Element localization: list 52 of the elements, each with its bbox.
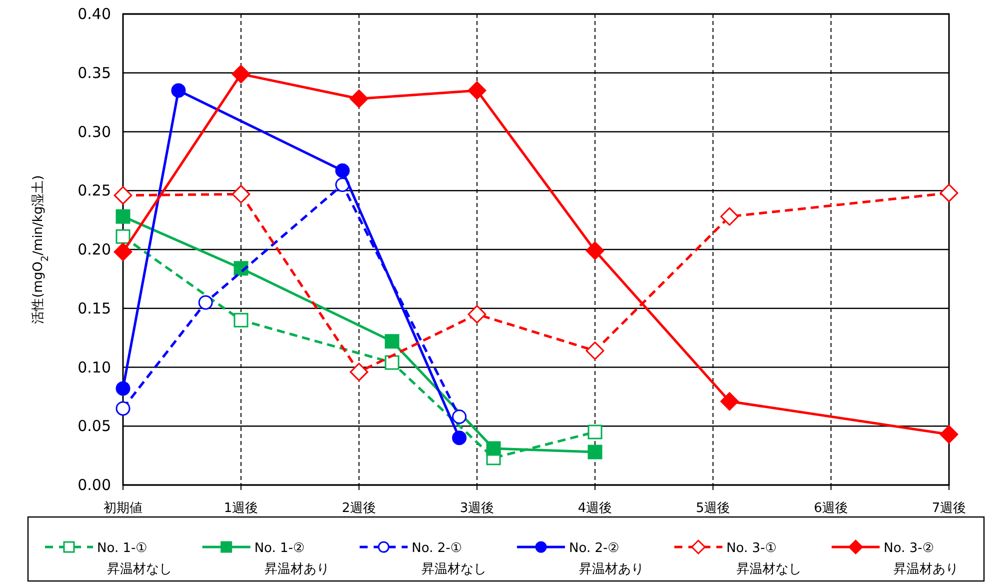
point (384, 355, 400, 370)
point (350, 362, 368, 382)
x-tick-label: 3週後 (460, 501, 494, 516)
point (940, 425, 958, 444)
point (116, 381, 130, 396)
y-tick-label: 0.10 (78, 358, 111, 376)
x-tick-label: 1週後 (224, 501, 258, 516)
legend-label: No. 1-① 昇温材なし (97, 541, 172, 577)
y-tick-label: 0.40 (78, 5, 111, 23)
x-tick-label: 初期値 (104, 501, 142, 516)
legend-label: No. 2-① 昇温材なし (412, 541, 487, 577)
x-tick-label: 4週後 (578, 501, 612, 516)
point (586, 241, 604, 260)
y-tick-label: 0.20 (78, 240, 111, 258)
point (588, 444, 602, 460)
legend-label: No. 3-② 昇温材あり (884, 541, 959, 577)
point (116, 209, 130, 224)
point (114, 186, 132, 205)
point (234, 312, 248, 328)
y-tick-label: 0.05 (78, 417, 111, 436)
point (452, 430, 467, 446)
point (232, 184, 250, 204)
point (384, 334, 400, 349)
x-tick-label: 2週後 (342, 501, 376, 516)
legend-label: No. 3-① 昇温材なし (726, 541, 802, 577)
point (588, 424, 602, 440)
point (171, 83, 186, 98)
point (468, 305, 486, 324)
x-tick-label: 5週後 (696, 501, 730, 516)
x-tick-label: 6週後 (814, 501, 848, 516)
point (452, 409, 467, 424)
y-tick-label: 0.25 (78, 182, 111, 200)
y-tick-label: 0.35 (78, 64, 111, 82)
point (198, 295, 213, 310)
point (335, 163, 350, 178)
point (116, 401, 130, 416)
point (114, 242, 132, 262)
point (116, 229, 130, 244)
y-tick-label: 0.15 (78, 299, 111, 318)
legend-label: No. 1-② 昇温材あり (254, 541, 330, 577)
point (586, 342, 604, 360)
y-tick-label: 0.00 (78, 476, 111, 494)
point (720, 207, 739, 226)
legend-label: No. 2-② 昇温材あり (569, 541, 644, 577)
point (350, 90, 368, 108)
point (486, 441, 501, 456)
x-tick-label: 7週後 (932, 501, 966, 516)
point (720, 392, 739, 411)
point (468, 81, 486, 100)
y-tick-label: 0.30 (78, 122, 111, 141)
point (940, 184, 958, 202)
point (232, 64, 250, 84)
